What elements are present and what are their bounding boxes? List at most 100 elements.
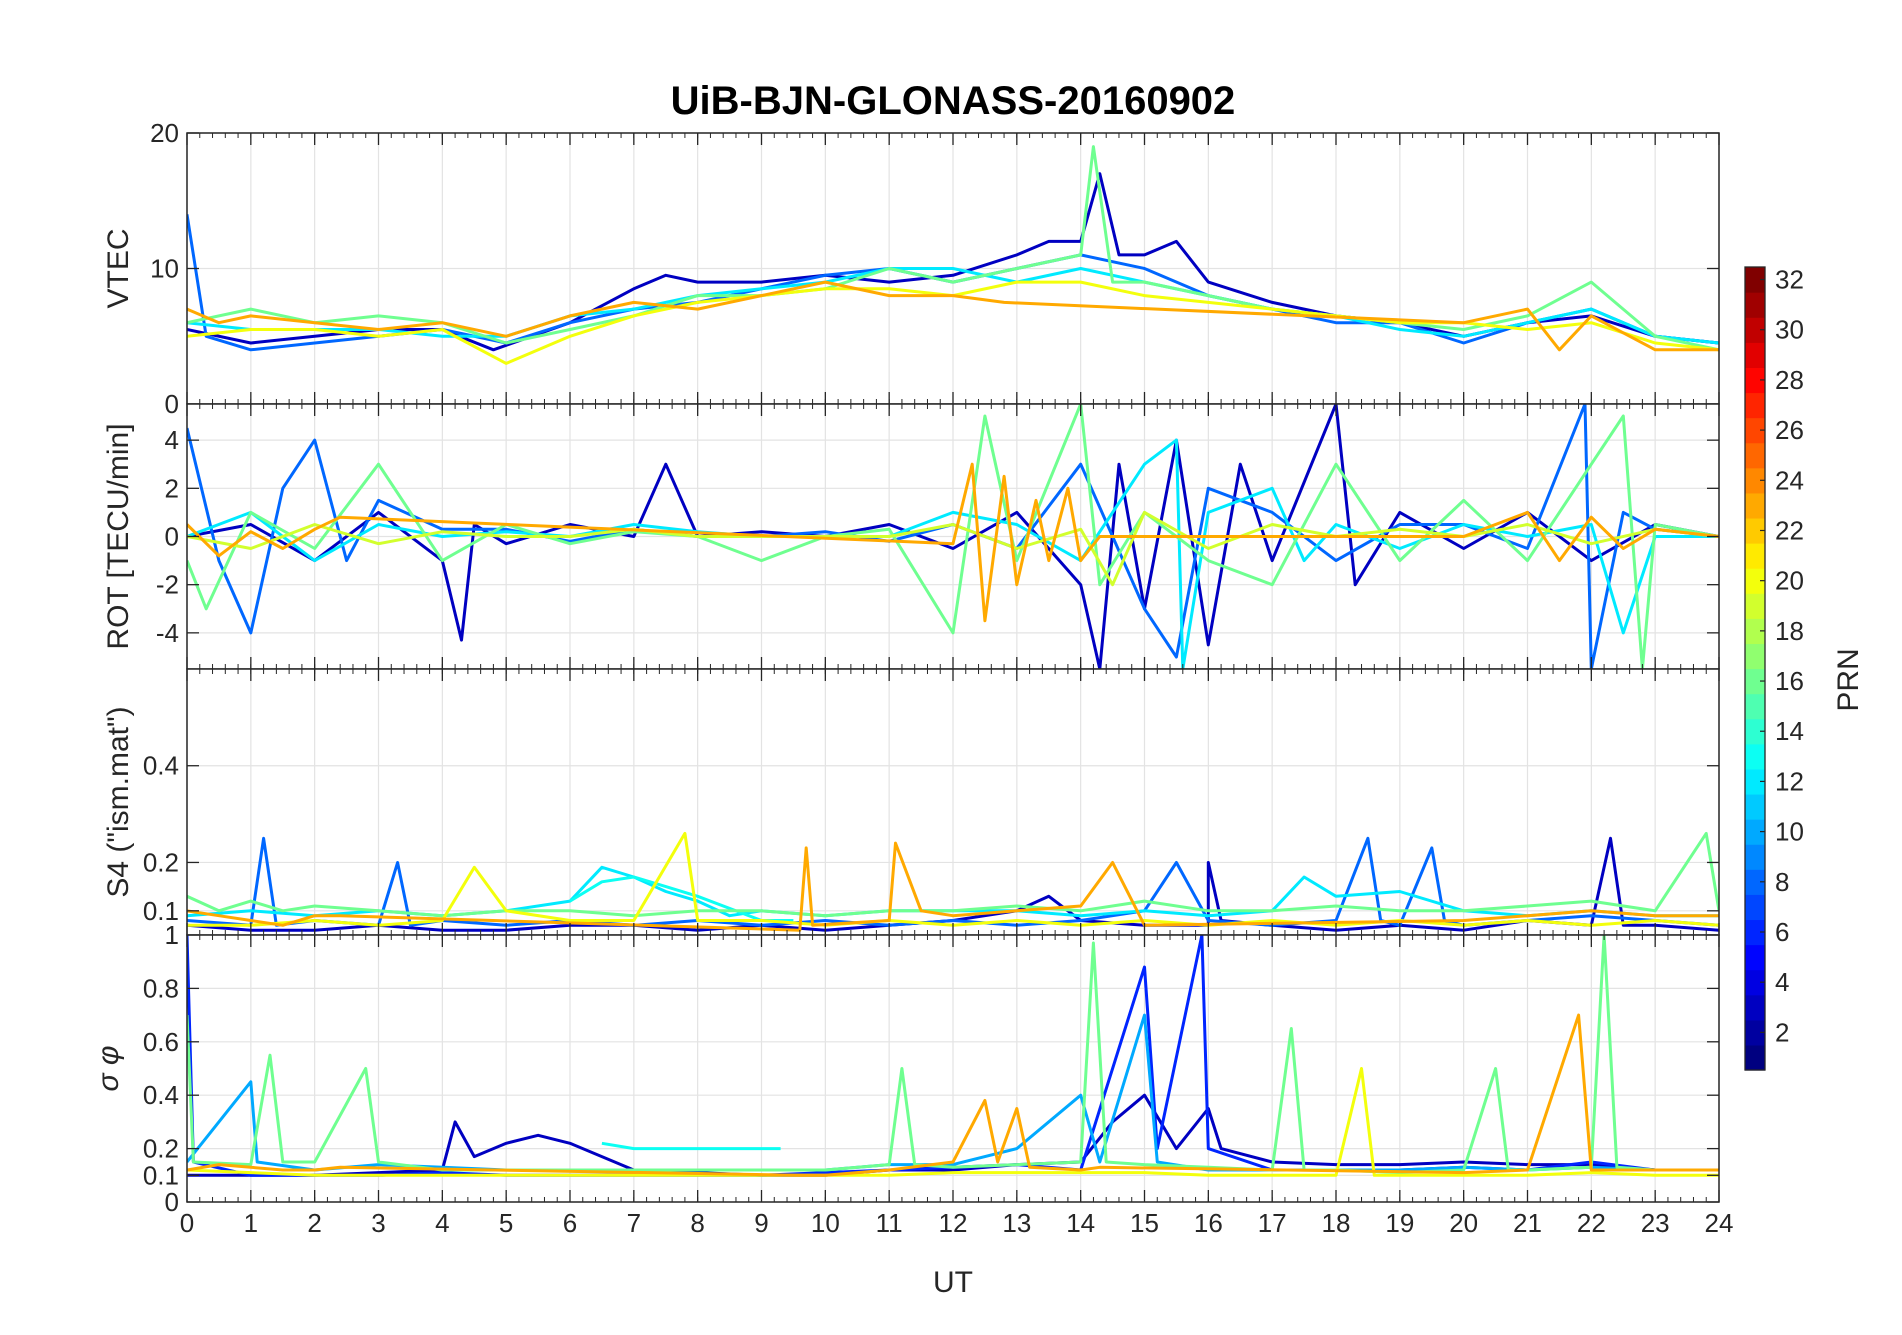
x-tick-label: 9 (754, 1208, 768, 1238)
series-group (187, 145, 1719, 365)
y-axis-label-1: VTEC (102, 228, 135, 308)
colorbar-segment (1745, 517, 1765, 544)
y-tick-label: 0.8 (143, 973, 179, 1003)
series-line-prn-13 (601, 1141, 781, 1151)
colorbar-segment (1745, 1044, 1765, 1071)
panel-4: 00.10.2 0.4 0.6 0.8 1 σ φ (92, 920, 1720, 1217)
colorbar-segment (1745, 267, 1765, 293)
y-tick-label: 0.6 (143, 1027, 179, 1057)
colorbar-segment (1745, 743, 1765, 770)
x-tick-label: 13 (1002, 1208, 1031, 1238)
x-tick-label: 3 (371, 1208, 385, 1238)
x-tick-label: 16 (1194, 1208, 1223, 1238)
panel-2: -4 -2 0 2 4 ROT [TECU/min] (102, 403, 1720, 670)
x-tick-label: 17 (1258, 1208, 1287, 1238)
colorbar-tick-label: 8 (1775, 867, 1789, 897)
colorbar-segment (1745, 919, 1765, 946)
colorbar-segment (1745, 969, 1765, 996)
y-tick-label: 0.4 (143, 1080, 179, 1110)
y-tick-label: 4 (165, 425, 179, 455)
x-tick-label: 20 (1449, 1208, 1478, 1238)
colorbar-tick-label: 12 (1775, 766, 1804, 796)
y-tick-label: 0.2 (143, 1134, 179, 1164)
colorbar-segment (1745, 568, 1765, 594)
colorbar-segment (1745, 869, 1765, 895)
colorbar-tick-label: 4 (1775, 967, 1789, 997)
y-tick-label: 0 (165, 1187, 179, 1217)
series-group (187, 404, 1719, 669)
colorbar-tick-label: 10 (1775, 817, 1804, 847)
x-tick-label: 10 (811, 1208, 840, 1238)
y-tick-label: 2 (165, 473, 179, 503)
x-tick-label: 23 (1641, 1208, 1670, 1238)
colorbar-segment (1745, 618, 1765, 645)
y-tick-label: 0 (165, 389, 179, 419)
colorbar-label: PRN (1832, 648, 1865, 711)
colorbar-segment (1745, 417, 1765, 444)
y-tick-label: 10 (150, 254, 179, 284)
colorbar-tick-label: 20 (1775, 566, 1804, 596)
y-tick-label: -4 (156, 618, 179, 648)
y-axis-label-4: σ φ (92, 1046, 125, 1092)
colorbar-tick-label: 26 (1775, 415, 1804, 445)
x-tick-label: 4 (435, 1208, 449, 1238)
colorbar-tick-label: 22 (1775, 515, 1804, 545)
x-tick-label: 12 (939, 1208, 968, 1238)
series-group (187, 935, 1719, 1177)
colorbar-segment (1745, 693, 1765, 720)
y-axis-label-2: ROT [TECU/min] (102, 423, 135, 649)
x-tick-label: 19 (1385, 1208, 1414, 1238)
x-tick-label: 11 (876, 1208, 903, 1238)
x-tick-label: 2 (307, 1208, 321, 1238)
colorbar-tick-label: 18 (1775, 616, 1804, 646)
colorbar-segment (1745, 793, 1765, 820)
panel-3: 0.1 0.2 0.4 S4 ("ism.mat") (102, 668, 1720, 936)
series-line-prn-16 (187, 145, 1719, 352)
colorbar-segment (1745, 944, 1765, 971)
x-tick-label: 21 (1513, 1208, 1542, 1238)
colorbar-segment (1745, 844, 1765, 870)
y-tick-label: 0.1 (143, 896, 179, 926)
colorbar-tick-label: 6 (1775, 917, 1789, 947)
y-tick-label: 0.1 (143, 1160, 179, 1190)
y-axis-label-3: S4 ("ism.mat") (102, 706, 135, 897)
colorbar-segment (1745, 768, 1765, 795)
x-tick-label: 1 (244, 1208, 258, 1238)
colorbar-segment (1745, 1019, 1765, 1046)
x-tick-label: 5 (499, 1208, 513, 1238)
colorbar-segment (1745, 292, 1765, 318)
x-tick-label: 0 (180, 1208, 194, 1238)
y-tick-label: -2 (156, 570, 179, 600)
colorbar-tick-label: 24 (1775, 465, 1804, 495)
x-tick-label: 7 (627, 1208, 641, 1238)
colorbar-segment (1745, 467, 1765, 494)
colorbar-segment (1745, 367, 1765, 394)
colorbar-tick-label: 30 (1775, 315, 1804, 345)
series-line-prn-23 (187, 280, 1719, 352)
colorbar-tick-label: 16 (1775, 666, 1804, 696)
colorbar-segment (1745, 593, 1765, 619)
series-line-prn-16 (187, 935, 1719, 1175)
colorbar-frame (1744, 266, 1766, 1071)
colorbar-segment (1745, 543, 1765, 569)
series-line-prn-16 (187, 404, 1719, 669)
x-tick-label: 14 (1066, 1208, 1095, 1238)
chart-title: UiB-BJN-GLONASS-20160902 (671, 79, 1236, 123)
colorbar-tick-label: 2 (1775, 1017, 1789, 1047)
colorbar-segment (1745, 718, 1765, 745)
series-line-prn-3 (187, 1093, 1719, 1177)
series-line-prn-20 (187, 1067, 1719, 1177)
x-tick-label: 22 (1577, 1208, 1606, 1238)
x-tick-label: 15 (1130, 1208, 1159, 1238)
x-axis-label: UT (933, 1266, 973, 1299)
colorbar-segment (1745, 994, 1765, 1021)
y-tick-label: 0.4 (143, 751, 179, 781)
colorbar-segment (1745, 342, 1765, 368)
series-group (187, 831, 1719, 932)
colorbar-segment (1745, 492, 1765, 519)
colorbar-segment (1745, 317, 1765, 343)
colorbar-tick-label: 32 (1775, 265, 1804, 295)
